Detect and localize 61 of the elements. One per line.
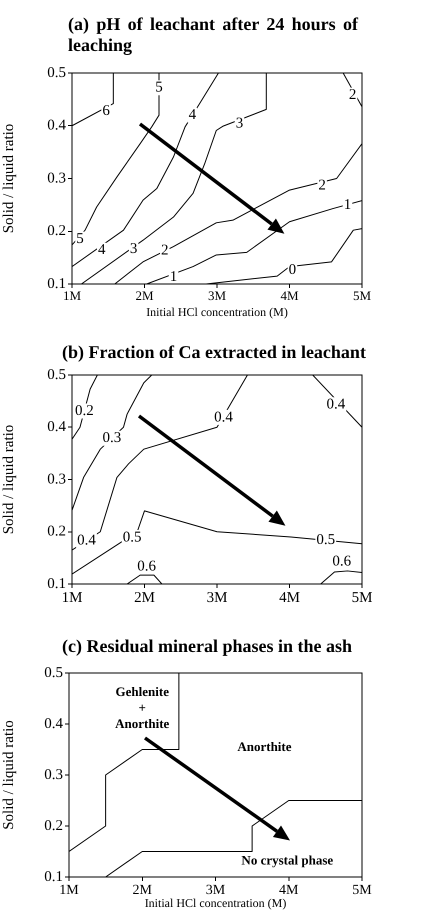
annotation: Gehlenite + Anorthite — [115, 684, 170, 732]
y-tick-label: 0.2 — [47, 524, 66, 540]
annotation: 0.5 — [122, 529, 142, 546]
x-tick-label: 2M — [132, 883, 153, 898]
y-axis-title: Solid / liquid ratio — [0, 424, 17, 534]
annotation: No crystal phase — [241, 852, 334, 868]
y-tick-label: 0.5 — [47, 366, 66, 383]
annotation: 4 — [98, 242, 106, 258]
y-axis-title: Solid / liquid ratio — [0, 720, 17, 830]
x-tick-label: 5M — [352, 883, 372, 898]
y-tick-label: 0.3 — [44, 766, 63, 783]
annotation: 2 — [318, 177, 326, 194]
x-tick-label: 2M — [134, 590, 155, 606]
x-tick-label: 2M — [135, 288, 154, 304]
annotation: 1 — [344, 196, 352, 213]
x-tick-label: 1M — [59, 883, 80, 898]
annotation: 2 — [161, 242, 169, 259]
annotation: 3 — [130, 241, 138, 258]
x-tick-label: 4M — [280, 288, 299, 304]
x-tick-label: 3M — [206, 590, 228, 606]
x-tick-label: 5M — [352, 288, 372, 304]
annotation: 0.5 — [316, 532, 336, 548]
annotation: 5 — [155, 80, 163, 96]
annotation: 0.4 — [77, 532, 96, 549]
annotation: 0.4 — [214, 409, 234, 426]
chart-title: (a) pH of leachant after 24 hours of leaching — [68, 14, 358, 56]
x-axis-title: Initial HCl concentration (M) — [144, 896, 286, 910]
annotation: 4 — [188, 107, 197, 124]
x-tick-label: 4M — [279, 883, 300, 898]
y-axis-title: Solid / liquid ratio — [0, 124, 17, 234]
x-tick-label: 3M — [208, 288, 226, 304]
x-tick-label: 4M — [279, 590, 300, 606]
y-tick-label: 0.3 — [47, 170, 66, 186]
annotation: 3 — [236, 116, 244, 132]
x-tick-label: 1M — [62, 590, 82, 606]
y-tick-label: 0.4 — [47, 118, 66, 134]
y-tick-label: 0.5 — [47, 64, 66, 81]
annotation: 2 — [348, 87, 356, 104]
chart-title: (b) Fraction of Ca extracted in leachant — [62, 342, 367, 363]
y-tick-label: 0.4 — [44, 716, 64, 732]
y-tick-label: 0.4 — [47, 419, 66, 436]
annotation: 5 — [76, 231, 84, 248]
y-tick-label: 0.1 — [44, 868, 63, 885]
annotation: 0.6 — [332, 553, 352, 570]
x-tick-label: 3M — [206, 883, 226, 898]
y-tick-label: 0.2 — [47, 223, 66, 240]
chart-title: (c) Residual mineral phases in the ash — [62, 636, 354, 657]
x-axis-title: Initial HCl concentration (M) — [146, 304, 288, 319]
annotation: 0.3 — [102, 430, 122, 446]
annotation: Anorthite — [237, 738, 292, 754]
annotation: 1 — [170, 269, 178, 286]
y-tick-label: 0.3 — [47, 471, 66, 488]
annotation: 0.4 — [326, 396, 346, 413]
x-tick-label: 5M — [352, 590, 372, 606]
annotation: 0.2 — [74, 402, 94, 419]
y-tick-label: 0.2 — [44, 818, 63, 834]
y-tick-label: 0.1 — [47, 576, 66, 592]
annotation: 6 — [102, 102, 110, 119]
y-tick-label: 0.5 — [44, 664, 63, 681]
annotation: 0.6 — [137, 558, 157, 575]
annotation: 0 — [288, 262, 296, 278]
